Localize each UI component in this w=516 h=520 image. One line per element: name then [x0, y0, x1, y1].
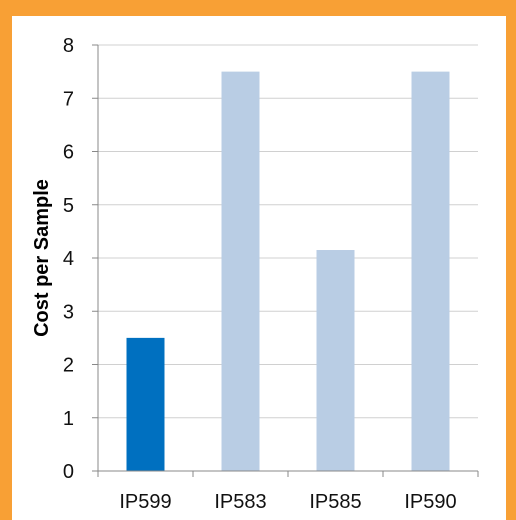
bar-ip599 — [126, 337, 165, 471]
y-tick-labels: 0 1 2 3 4 5 6 7 8 — [63, 35, 74, 483]
axes — [92, 44, 479, 477]
x-tick-label: IP599 — [119, 491, 171, 513]
y-tick-label: 7 — [63, 88, 74, 110]
y-tick-label: 3 — [63, 301, 74, 323]
x-tick-labels: IP599 IP583 IP585 IP590 — [119, 491, 456, 513]
y-tick-label: 0 — [63, 461, 74, 483]
bar-ip585 — [316, 250, 355, 471]
y-tick-label: 6 — [63, 142, 74, 164]
y-axis-label: Cost per Sample — [31, 179, 53, 337]
y-tick-label: 8 — [63, 35, 74, 57]
bar-ip583 — [221, 71, 260, 471]
y-tick-label: 5 — [63, 195, 74, 217]
x-tick-label: IP585 — [309, 491, 361, 513]
bar-ip590 — [411, 71, 450, 471]
y-tick-label: 1 — [63, 408, 74, 430]
x-tick-label: IP590 — [404, 491, 456, 513]
y-tick-label: 4 — [63, 248, 74, 270]
x-tick-label: IP583 — [214, 491, 266, 513]
y-tick-label: 2 — [63, 355, 74, 377]
bars — [126, 71, 450, 471]
